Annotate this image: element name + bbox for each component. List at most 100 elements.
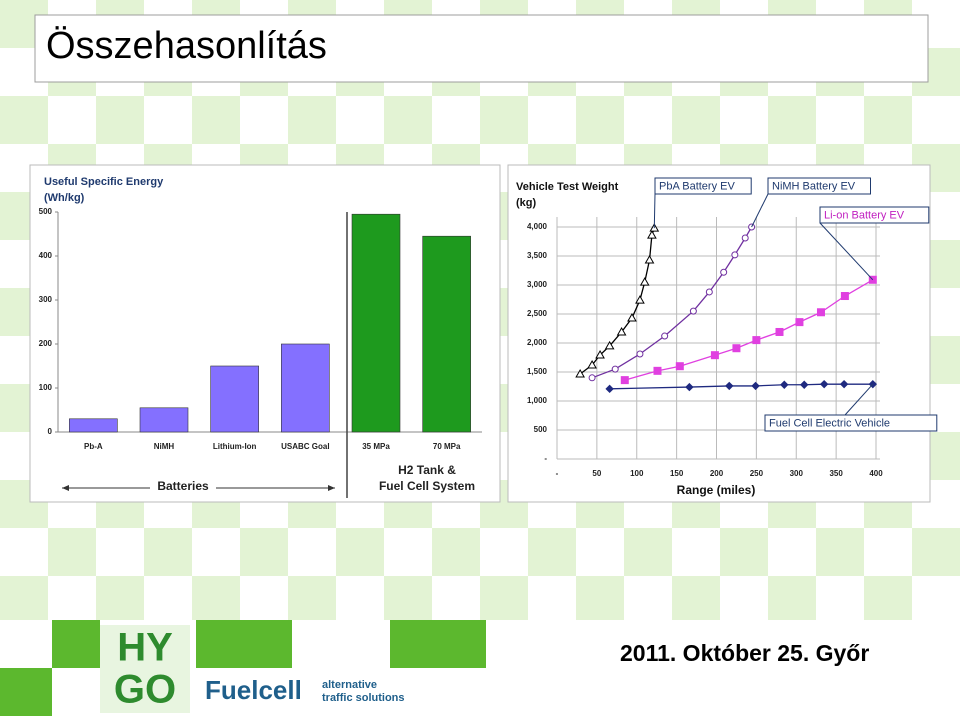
marker [800,380,809,389]
series-line [591,226,753,379]
y-tick-label: 4,000 [527,222,548,231]
y-tick-label: 3,500 [527,251,548,260]
marker [731,251,739,259]
leader-line [844,383,874,416]
group-label: Fuel Cell System [379,479,475,493]
legend-box [764,414,938,432]
marker [627,313,637,322]
chart-panel [29,164,501,503]
marker [839,379,849,389]
x-tick-label: 350 [829,469,843,478]
y-tick-label: 2,000 [527,338,548,347]
marker [741,234,749,242]
y-tick-label: 400 [39,251,53,260]
chart-title: (Wh/kg) [44,192,85,204]
marker [616,326,627,336]
marker [685,382,694,392]
marker [689,307,697,315]
chart-title: Vehicle Test Weight [516,181,619,193]
x-tick-label: Pb-A [84,442,103,451]
x-axis-label: Range (miles) [677,483,756,497]
y-tick-label: 3,000 [527,280,548,289]
leader-line [751,193,769,228]
x-tick-label: 50 [592,469,601,478]
bar [422,235,471,433]
x-tick-label: 200 [710,469,724,478]
marker [710,351,719,360]
marker [620,376,629,385]
marker [780,380,789,389]
y-tick-label: - [544,454,547,463]
chart-title: Useful Specific Energy [44,176,164,188]
legend-label: Li-on Battery EV [824,209,905,221]
brand: Fuelcell [205,675,302,705]
footer: HY GO Fuelcell alternative traffic solut… [0,620,960,716]
marker [816,308,825,317]
group-label: Batteries [157,479,209,493]
marker [795,318,804,327]
marker [775,327,784,336]
marker [725,381,734,391]
x-tick-label: 400 [869,469,883,478]
legend-label: PbA Battery EV [659,180,735,192]
leader-line [819,222,874,281]
marker [751,381,760,391]
group-label: H2 Tank & [398,463,456,477]
legend-box [654,177,752,195]
tagline: traffic solutions [322,692,405,704]
marker [819,379,829,389]
marker [705,288,713,296]
y-tick-label: 100 [39,383,53,392]
logo-text: HY [117,626,173,670]
bar [351,213,401,433]
marker [644,255,655,264]
marker [675,362,684,371]
marker [636,350,644,358]
marker [840,292,849,301]
logo-text: GO [114,668,176,712]
x-tick-label: NiMH [154,442,175,451]
marker [661,332,669,340]
x-tick-label: 100 [630,469,644,478]
x-tick-label: 250 [750,469,764,478]
marker [732,344,741,353]
bar [139,407,189,433]
y-tick-label: 200 [39,339,53,348]
legend-box [767,177,871,195]
date: 2011. Október 25. Győr [620,640,869,666]
marker [653,366,662,375]
marker [587,360,597,369]
label-bg [150,479,216,495]
marker [605,384,614,394]
x-tick-label: 35 MPa [362,442,390,451]
x-tick-label: - [556,469,559,478]
y-tick-label: 500 [39,207,53,216]
marker [639,277,650,286]
leader-line [653,193,656,229]
marker [575,368,585,378]
y-tick-label: 1,500 [527,367,548,376]
x-tick-label: Lithium-Ion [213,442,257,451]
y-tick-label: 2,500 [527,309,548,318]
marker [635,295,645,304]
x-tick-label: 150 [670,469,684,478]
x-tick-label: 300 [790,469,804,478]
marker [752,336,761,345]
marker [720,268,728,276]
tagline: alternative [322,679,377,691]
chart-title: (kg) [516,197,537,209]
marker [647,230,657,239]
marker [588,374,596,382]
title-box [34,14,929,83]
legend-box [819,206,930,224]
marker [611,365,619,373]
y-tick-label: 500 [534,425,548,434]
bar [69,418,118,433]
legend-label: Fuel Cell Electric Vehicle [769,417,890,429]
y-tick-label: 1,000 [527,396,548,405]
y-tick-label: 0 [48,427,53,436]
y-tick-label: 300 [39,295,53,304]
x-tick-label: USABC Goal [281,442,329,451]
bar [281,343,330,433]
